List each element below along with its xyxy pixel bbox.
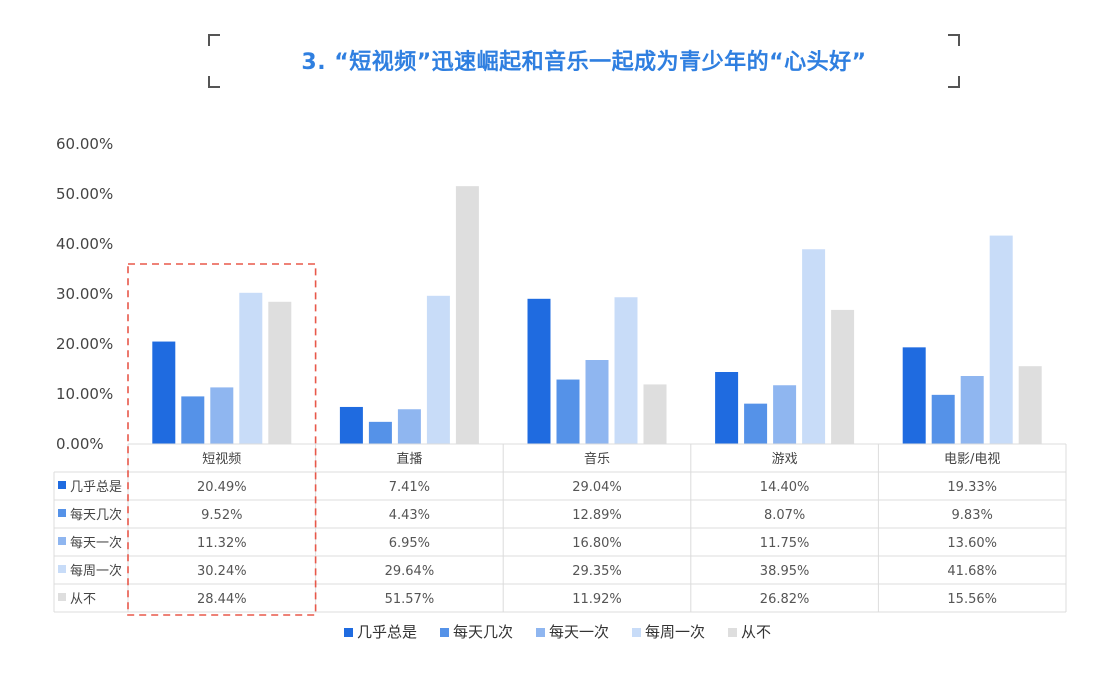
bar	[931, 394, 955, 444]
bar	[989, 235, 1013, 444]
x-category-label: 音乐	[584, 451, 610, 467]
table-cell-value: 14.40%	[760, 480, 810, 495]
table-cell-value: 20.49%	[197, 480, 247, 495]
bar	[643, 384, 667, 444]
x-category-label: 直播	[396, 452, 422, 467]
bar	[773, 385, 797, 444]
y-tick-label: 30.00%	[56, 285, 113, 303]
table-cell-value: 13.60%	[947, 536, 997, 551]
bar	[831, 309, 855, 444]
table-cell-value: 11.32%	[197, 536, 247, 551]
y-tick-label: 50.00%	[56, 185, 113, 203]
table-cell-value: 16.80%	[572, 536, 622, 551]
x-category-label: 游戏	[772, 452, 798, 467]
table-cell-value: 38.95%	[760, 564, 810, 579]
bar	[715, 372, 739, 444]
table-cell-value: 30.24%	[197, 564, 247, 579]
bar	[527, 298, 551, 444]
y-tick-label: 60.00%	[56, 135, 113, 153]
bar	[368, 421, 392, 444]
legend-label: 从不	[741, 623, 771, 641]
row-series-label: 每天几次	[70, 507, 122, 523]
x-category-label: 短视频	[202, 452, 241, 467]
table-cell-value: 29.04%	[572, 480, 622, 495]
bar	[268, 301, 292, 444]
table-cell-value: 29.35%	[572, 564, 622, 579]
bar	[339, 406, 363, 444]
legend-label: 每周一次	[645, 623, 705, 641]
row-legend-swatch	[58, 565, 66, 573]
bracket-top-left	[208, 34, 220, 46]
bracket-bottom-left	[208, 76, 220, 88]
bar	[210, 387, 234, 444]
bar	[556, 379, 580, 444]
row-series-label: 几乎总是	[70, 480, 122, 495]
x-category-label: 电影/电视	[944, 452, 1000, 467]
table-cell-value: 28.44%	[197, 592, 247, 607]
bar	[614, 297, 638, 444]
table-cell-value: 19.33%	[947, 480, 997, 495]
legend-swatch	[632, 628, 641, 637]
row-legend-swatch	[58, 537, 66, 545]
row-legend-swatch	[58, 509, 66, 517]
table-cell-value: 11.75%	[760, 536, 810, 551]
y-tick-label: 20.00%	[56, 335, 113, 353]
row-series-label: 每周一次	[70, 563, 122, 579]
bar	[152, 341, 176, 444]
bracket-bottom-right	[948, 76, 960, 88]
bar	[397, 409, 421, 444]
row-series-label: 每天一次	[70, 535, 122, 551]
row-legend-swatch	[58, 593, 66, 601]
y-tick-label: 40.00%	[56, 235, 113, 253]
bar	[902, 347, 926, 444]
table-cell-value: 41.68%	[947, 564, 997, 579]
bar	[181, 396, 205, 444]
row-series-label: 从不	[70, 592, 96, 607]
legend-label: 每天几次	[453, 623, 513, 641]
legend-swatch	[536, 628, 545, 637]
bar	[960, 376, 984, 444]
table-cell-value: 9.83%	[952, 508, 993, 523]
chart-title-frame: 3. “短视频”迅速崛起和音乐一起成为青少年的“心头好”	[208, 34, 960, 88]
bar	[455, 186, 479, 444]
table-cell-value: 51.57%	[385, 592, 435, 607]
table-cell-value: 8.07%	[764, 508, 805, 523]
legend-label: 几乎总是	[357, 623, 417, 641]
legend-label: 每天一次	[549, 623, 609, 641]
bar	[744, 403, 768, 444]
table-cell-value: 12.89%	[572, 508, 622, 523]
chart-title: 3. “短视频”迅速崛起和音乐一起成为青少年的“心头好”	[301, 50, 867, 75]
table-cell-value: 26.82%	[760, 592, 810, 607]
table-cell-value: 11.92%	[572, 592, 622, 607]
legend-swatch	[728, 628, 737, 637]
table-cell-value: 9.52%	[201, 508, 242, 523]
y-tick-label: 0.00%	[56, 435, 104, 453]
row-legend-swatch	[58, 481, 66, 489]
highlight-box	[127, 263, 317, 616]
legend-swatch	[344, 628, 353, 637]
table-cell-value: 7.41%	[389, 480, 430, 495]
legend-swatch	[440, 628, 449, 637]
table-cell-value: 4.43%	[389, 508, 430, 523]
table-cell-value: 6.95%	[389, 536, 430, 551]
bar	[239, 292, 263, 444]
bar	[585, 360, 609, 444]
bar	[802, 249, 826, 444]
bar	[426, 295, 450, 444]
y-tick-label: 10.00%	[56, 385, 113, 403]
table-cell-value: 15.56%	[947, 592, 997, 607]
bracket-top-right	[948, 34, 960, 46]
table-cell-value: 29.64%	[385, 564, 435, 579]
bar	[1018, 366, 1042, 444]
